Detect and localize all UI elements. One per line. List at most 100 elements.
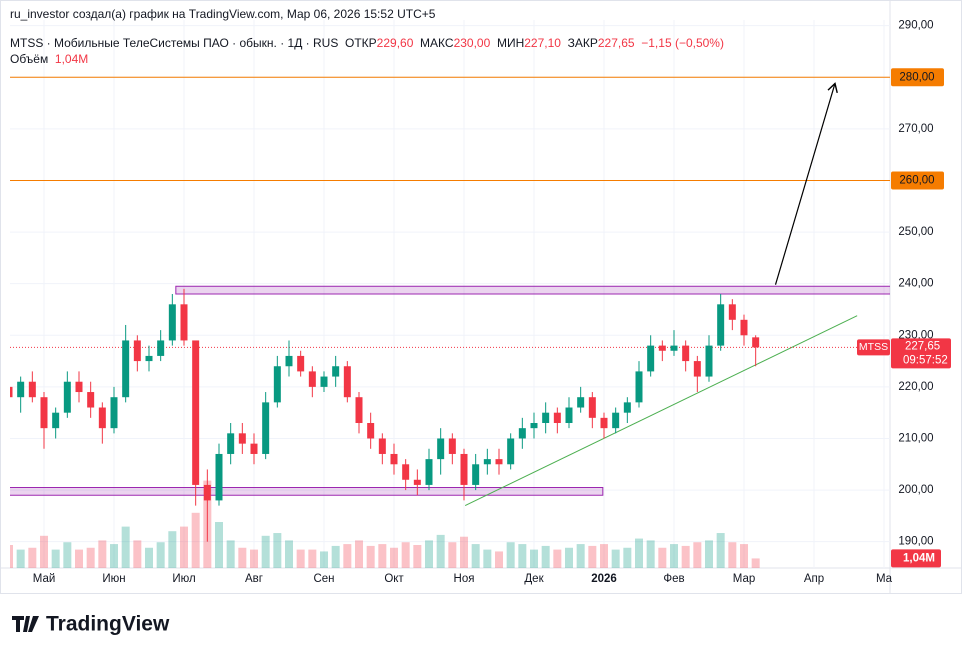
volume-bar <box>506 542 515 568</box>
candle-body <box>203 484 211 501</box>
candle-body <box>168 304 176 341</box>
volume-axis-label: 1,04M <box>903 552 935 564</box>
y-tick-label: 290,00 <box>898 20 933 32</box>
candle-body <box>75 381 83 393</box>
candle-body <box>740 319 748 336</box>
volume-bar <box>576 544 585 568</box>
candle-body <box>215 453 223 501</box>
y-tick-label: 240,00 <box>898 278 933 290</box>
x-tick-label: Дек <box>524 573 544 585</box>
open-value: 229,60 <box>376 36 414 50</box>
candle-body <box>98 407 106 429</box>
candle-body <box>728 304 736 320</box>
volume-bar <box>716 533 725 568</box>
volume-bar <box>98 540 107 568</box>
symbol: MTSS · Мобильные ТелеСистемы ПАО · обыкн… <box>10 36 339 50</box>
volume-bar <box>693 542 702 568</box>
open-label: ОТКР <box>345 36 377 50</box>
candle-body <box>600 417 608 429</box>
volume-bar <box>495 551 503 568</box>
chart-frame <box>0 0 962 594</box>
price-label: 280,00 <box>899 71 934 83</box>
y-tick-label: 220,00 <box>898 381 933 393</box>
candle-body <box>40 397 48 429</box>
volume-bar <box>611 549 620 568</box>
candle-body <box>10 386 13 398</box>
candle-body <box>682 345 690 362</box>
candle-body <box>378 438 386 454</box>
candle-body <box>28 381 36 398</box>
candle-body <box>612 412 620 429</box>
y-tick-label: 210,00 <box>898 433 933 445</box>
y-tick-label: 270,00 <box>898 123 933 135</box>
volume-bar <box>133 540 142 568</box>
price-label: 260,00 <box>899 175 934 187</box>
x-tick-label: Ма <box>876 573 893 585</box>
candle-body <box>437 438 445 460</box>
zone <box>10 487 604 496</box>
candle-body <box>180 304 188 341</box>
price-label-box <box>891 171 944 190</box>
volume-bar <box>40 535 48 568</box>
candle-body <box>332 366 340 377</box>
volume-bar <box>16 549 25 568</box>
volume-bar <box>483 549 492 568</box>
brand: TradingView <box>46 613 170 636</box>
candle-body <box>297 355 305 372</box>
candle-body <box>565 407 573 424</box>
y-tick-label: 190,00 <box>898 536 933 548</box>
volume-bar <box>646 540 655 568</box>
x-tick-label: Фев <box>663 573 684 585</box>
x-tick-label: 2026 <box>591 573 617 585</box>
candle-body <box>413 479 421 485</box>
close-label: ЗАКР <box>567 36 598 50</box>
candle-body <box>63 381 71 413</box>
candle-body <box>647 345 655 372</box>
volume-bar <box>448 542 457 568</box>
volume-bar <box>425 540 433 568</box>
symbol-box <box>857 339 890 356</box>
x-tick-label: Сен <box>313 573 334 585</box>
x-tick-label: Июл <box>172 573 195 585</box>
y-tick-label: 250,00 <box>898 226 933 238</box>
symbol-label: MTSS <box>859 341 888 353</box>
high-label: МАКС <box>420 36 454 50</box>
legend: ru_investor создал(а) график на TradingV… <box>10 6 724 67</box>
volume-bar <box>261 535 270 568</box>
candle-body <box>308 371 316 387</box>
volume-bar <box>705 540 713 568</box>
last-price-box <box>891 338 951 369</box>
volume-bar <box>285 540 293 568</box>
candle-body <box>227 433 235 454</box>
volume-bar <box>180 526 188 568</box>
volume-bar <box>460 536 468 568</box>
candle-body <box>705 345 713 377</box>
volume-bar <box>553 549 562 568</box>
volume-bar <box>541 545 550 568</box>
volume-bar <box>623 547 632 568</box>
candle-body <box>402 464 410 480</box>
candle-body <box>320 376 328 387</box>
volume-bar <box>355 540 363 568</box>
candle-body <box>17 381 25 398</box>
volume-bar <box>110 544 118 568</box>
candle-body <box>192 340 200 485</box>
volume-bar <box>635 538 643 568</box>
candle-body <box>133 340 141 362</box>
volume-bar <box>588 545 597 568</box>
last-price-label: 227,65 <box>905 340 940 352</box>
volume-bar <box>121 526 130 568</box>
volume-bar <box>366 545 375 568</box>
candle-body <box>588 397 596 418</box>
x-tick-label: Окт <box>384 573 404 585</box>
volume-bar <box>250 549 258 568</box>
candle-body <box>145 355 153 362</box>
price-label-box <box>891 68 944 87</box>
candle-body <box>483 459 491 465</box>
volume-bar <box>600 544 608 568</box>
volume-bar <box>156 542 165 568</box>
candle-body <box>495 459 503 465</box>
volume-bar <box>296 549 305 568</box>
volume-bar <box>320 551 328 568</box>
